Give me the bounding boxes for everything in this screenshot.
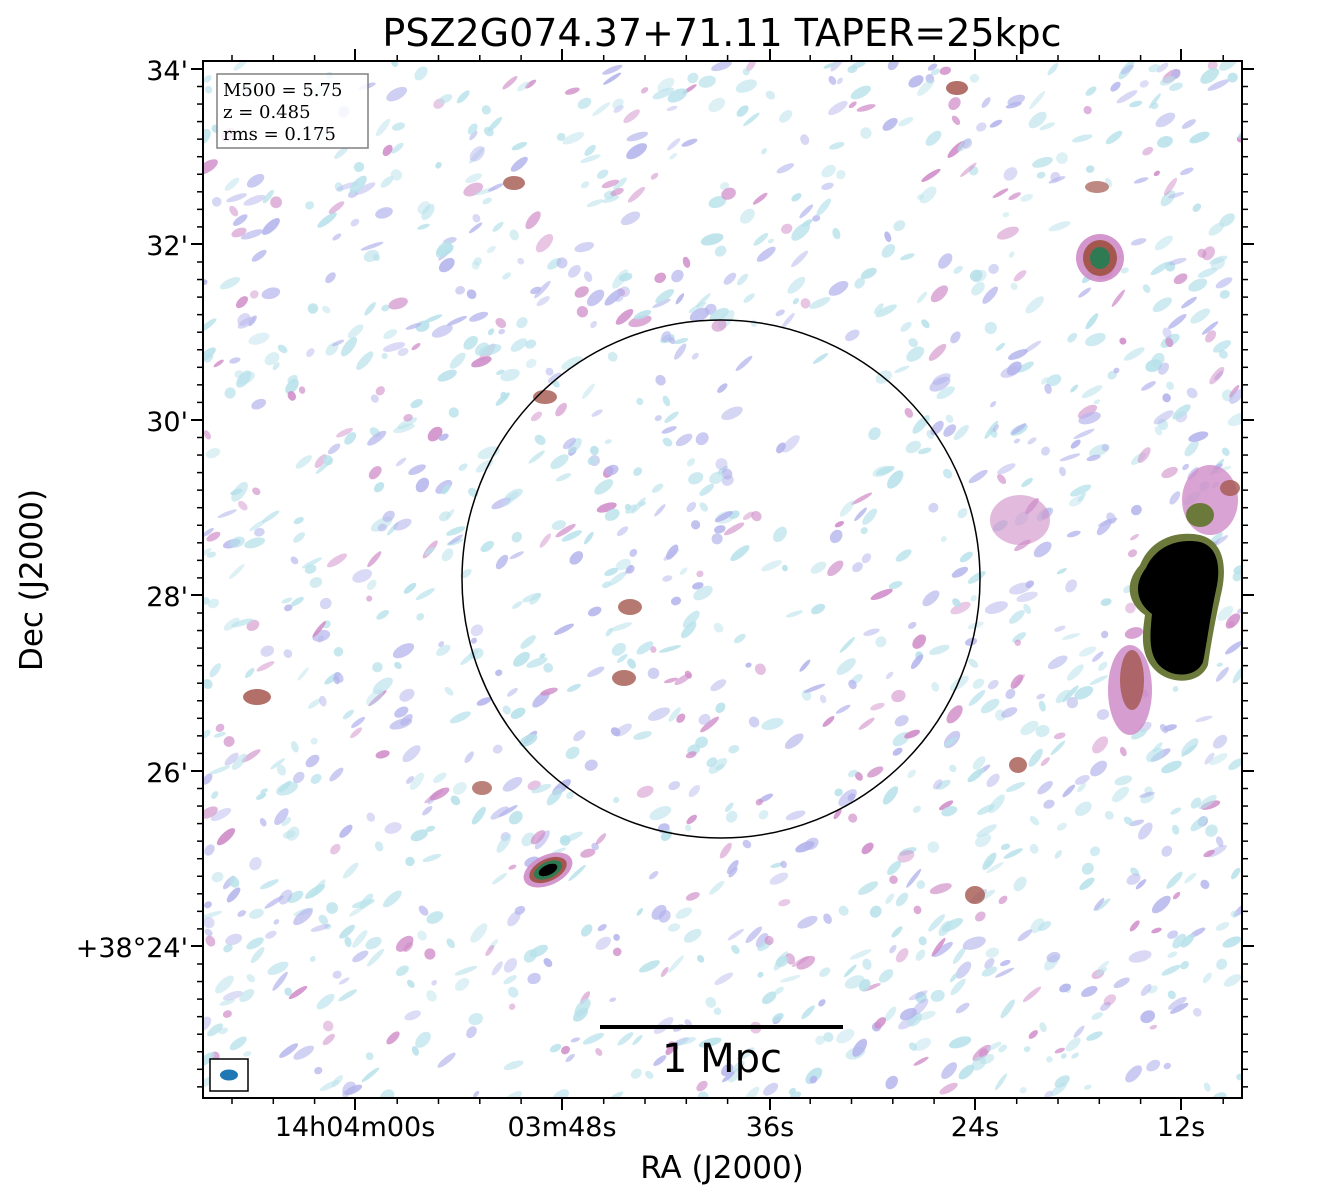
beam-indicator [209,1058,249,1092]
info-m500: M500 = 5.75 [223,80,342,101]
plot-frame [202,60,1243,1099]
small-emission-peaks [243,81,1240,904]
image-background [203,61,1242,1098]
scale-bar: 1 Mpc [600,1025,843,1082]
x-tick-label: 24s [951,1112,999,1143]
y-tick-label: 30' [146,407,188,438]
y-tick-label: 26' [146,758,188,789]
info-box: M500 = 5.75 z = 0.485 rms = 0.175 [216,73,369,149]
extended-source-right [1108,465,1238,735]
x-tick-label: 03m48s [507,1112,616,1143]
info-redshift: z = 0.485 [223,102,311,123]
x-tick-label: 36s [746,1112,794,1143]
compact-source-top-right [1076,234,1124,282]
compact-source-bottom [523,852,573,888]
plot-title: PSZ2G074.37+71.11 TAPER=25kpc [382,11,1061,55]
x-tick-label: 12s [1157,1112,1205,1143]
y-tick-label: 34' [146,56,188,87]
y-axis-label: Dec (J2000) [14,489,50,671]
x-axis-label: RA (J2000) [640,1150,804,1186]
axis-ticks [191,49,1254,1110]
beam-ellipse [220,1069,238,1081]
bright-sources [243,81,1240,904]
x-tick-label: 14h04m00s [275,1112,436,1143]
x-tick-labels: 14h04m00s 03m48s 36s 24s 12s [275,1112,1206,1143]
info-rms: rms = 0.175 [223,124,336,145]
y-tick-label: +38°24' [76,933,188,964]
y-tick-labels: 34' 32' 30' 28' 26' +38°24' [76,56,188,964]
scale-bar-label: 1 Mpc [662,1036,782,1082]
r500-circle [461,319,981,839]
y-tick-label: 28' [146,582,188,613]
y-tick-label: 32' [146,231,188,262]
